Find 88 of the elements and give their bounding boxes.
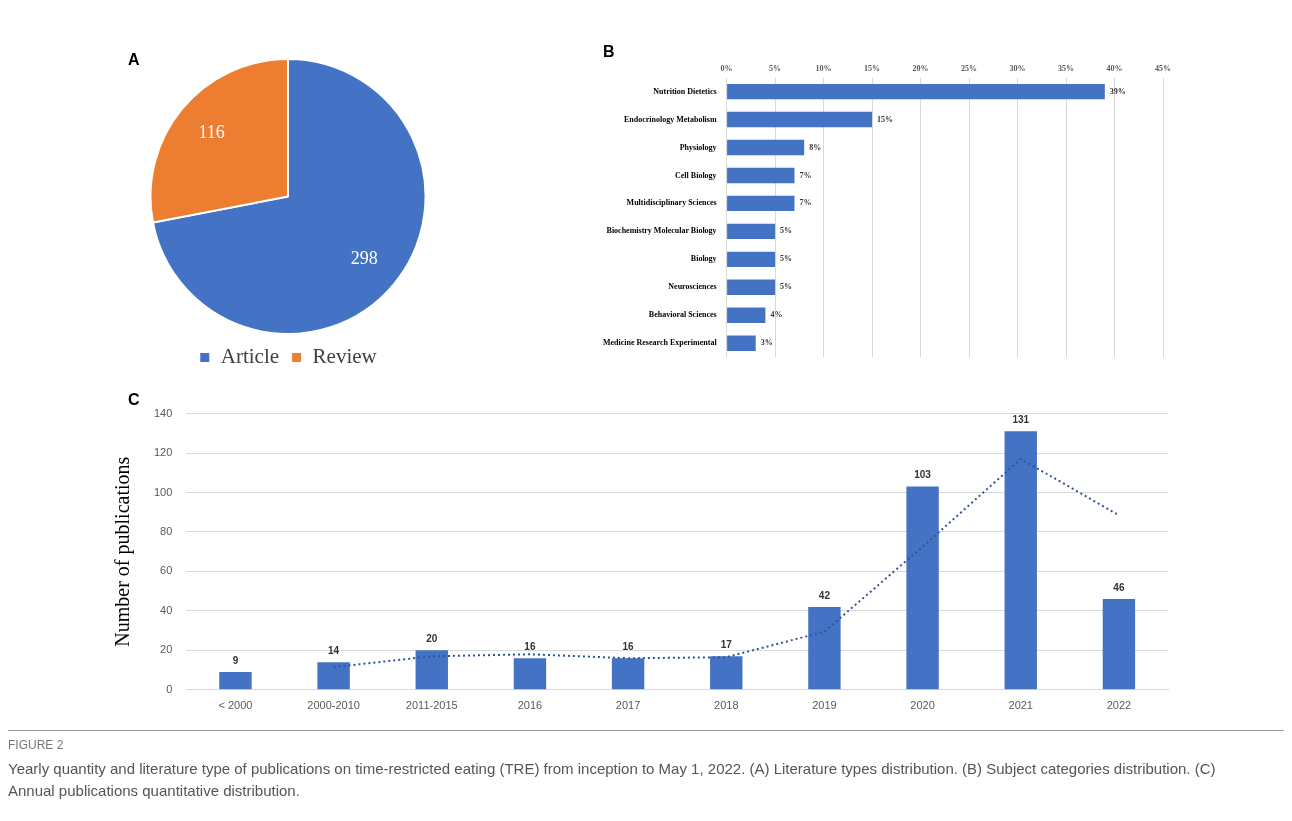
- bar: [727, 307, 766, 323]
- x-tick-label: 30%: [1009, 63, 1026, 73]
- data-label: 9: [232, 654, 239, 666]
- bar: [727, 139, 805, 156]
- bar: [727, 83, 1105, 100]
- y-tick-label: Nutrition Dietetics: [653, 86, 717, 96]
- data-label: 20: [426, 633, 438, 645]
- x-tick-label: 2011-2015: [405, 699, 458, 712]
- data-label: 131: [1012, 414, 1030, 426]
- bar: [219, 672, 252, 690]
- x-tick-label: 10%: [815, 63, 832, 73]
- y-tick-label: 20: [160, 643, 173, 656]
- y-tick-label: Endocrinology Metabolism: [623, 114, 717, 124]
- bar: [710, 656, 743, 690]
- x-tick-label: 2017: [615, 699, 641, 712]
- x-tick-label: 2020: [910, 699, 935, 712]
- data-label: 298: [350, 248, 378, 269]
- bar: [513, 658, 547, 690]
- x-tick-label: 2022: [1106, 699, 1132, 712]
- y-tick-label: 100: [153, 485, 173, 498]
- x-tick-label: 5%: [769, 63, 782, 73]
- bar: [727, 167, 795, 184]
- chart-title: A: [128, 51, 140, 69]
- y-tick-label: Cell Biology: [675, 170, 717, 180]
- bar: [727, 335, 756, 351]
- bar: [317, 662, 350, 690]
- bar: [808, 606, 841, 690]
- data-label: 7%: [799, 170, 812, 180]
- x-tick-label: 2018: [714, 699, 739, 712]
- data-label: 14: [328, 644, 340, 656]
- x-tick-label: < 2000: [218, 699, 253, 712]
- y-tick-label: 80: [160, 525, 173, 537]
- chart-title: B: [603, 43, 615, 61]
- x-tick-label: 40%: [1106, 63, 1123, 73]
- y-tick-label: Biochemistry Molecular Biology: [606, 226, 717, 236]
- caption: FIGURE 2: [8, 738, 65, 752]
- y-tick-label: Multidisciplinary Sciences: [626, 198, 717, 208]
- bar: [727, 251, 776, 268]
- data-label: 15%: [877, 114, 894, 124]
- data-label: 17: [720, 639, 733, 651]
- x-tick-label: 2000-2010: [307, 699, 360, 712]
- data-label: 16: [622, 640, 635, 652]
- y-tick-label: Behavioral Sciences: [648, 310, 717, 320]
- y-tick-label: 60: [160, 564, 173, 577]
- data-label: 5%: [780, 282, 793, 292]
- data-label: 5%: [780, 226, 793, 236]
- x-tick-label: 15%: [864, 63, 881, 73]
- data-label: 8%: [809, 142, 822, 152]
- y-tick-label: Medicine Research Experimental: [603, 338, 718, 348]
- bar: [906, 486, 939, 690]
- y-tick-label: Neurosciences: [668, 282, 717, 292]
- bar: [727, 223, 776, 240]
- bar: [1004, 431, 1037, 690]
- y-tick-label: Biology: [690, 254, 717, 264]
- bar: [727, 195, 795, 212]
- y-tick-label: 120: [153, 446, 173, 459]
- y-axis-title: Number of publications: [111, 456, 135, 647]
- data-label: 5%: [780, 254, 793, 264]
- data-label: 4%: [770, 310, 783, 320]
- y-tick-label: 40: [160, 603, 173, 616]
- x-tick-label: 25%: [961, 63, 978, 73]
- x-tick-label: 2019: [812, 699, 837, 712]
- data-label: 46: [1113, 581, 1125, 593]
- data-label: 3%: [760, 338, 773, 348]
- y-tick-label: Physiology: [679, 142, 717, 152]
- bar: [1102, 599, 1136, 690]
- bar: [611, 658, 645, 690]
- data-label: 7%: [799, 198, 812, 208]
- legend-label: Article: [220, 344, 280, 369]
- x-tick-label: 45%: [1155, 63, 1171, 73]
- chart-title: C: [128, 391, 140, 409]
- bar: [727, 279, 776, 295]
- bar: [727, 111, 873, 128]
- x-tick-label: 0%: [720, 63, 733, 73]
- data-label: 103: [914, 469, 932, 481]
- data-label: 39%: [1109, 86, 1126, 96]
- bar: [415, 650, 448, 690]
- data-label: 16: [524, 640, 536, 652]
- x-tick-label: 2016: [517, 699, 543, 712]
- x-tick-label: 35%: [1058, 63, 1075, 73]
- y-tick-label: 0: [166, 682, 173, 695]
- data-label: 42: [818, 589, 831, 601]
- legend-label: Review: [312, 344, 378, 369]
- x-tick-label: 2021: [1008, 699, 1033, 712]
- data-label: 116: [198, 122, 225, 143]
- y-tick-label: 140: [153, 406, 173, 419]
- x-tick-label: 20%: [912, 63, 929, 73]
- text: Yearly quantity and literature type of publications on time-restricted eating (TRE) from inception to May 1, 2022. (A) Literature types distribution. (B) Subject categories distribution. (C) Annual publications quantitative distribution.: [8, 759, 1217, 801]
